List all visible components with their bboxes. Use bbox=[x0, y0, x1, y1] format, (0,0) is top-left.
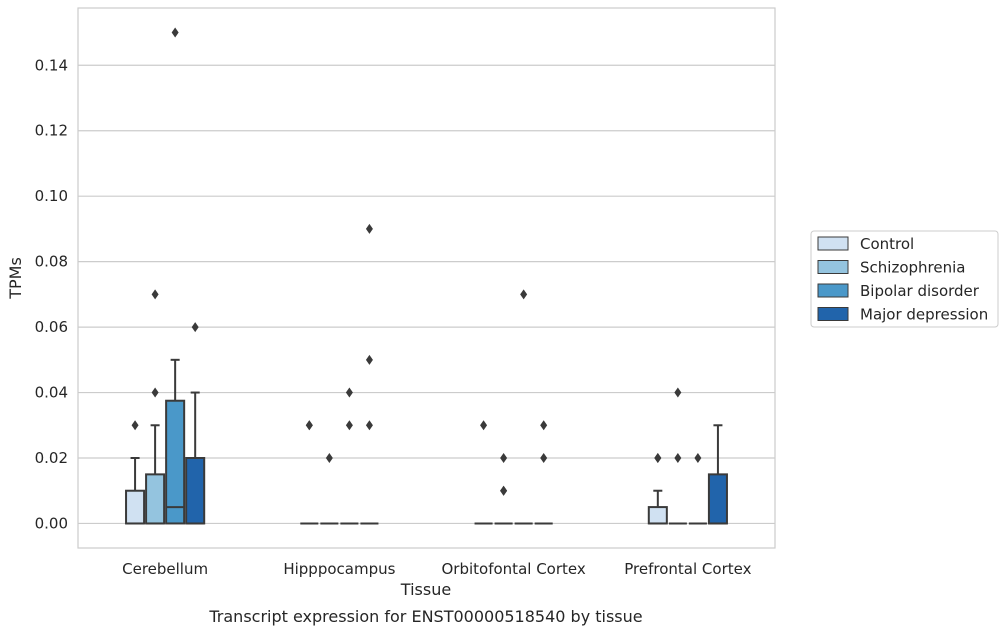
legend-label: Schizophrenia bbox=[860, 259, 965, 277]
legend-label: Major depression bbox=[860, 306, 988, 324]
outlier-point bbox=[540, 420, 548, 431]
x-axis-label: Tissue bbox=[400, 580, 451, 599]
box-schizophrenia bbox=[668, 387, 687, 525]
y-tick-label: 0.04 bbox=[35, 384, 68, 402]
outlier-point bbox=[654, 453, 662, 463]
y-tick-label: 0.06 bbox=[35, 318, 68, 336]
outlier-point bbox=[365, 420, 373, 431]
legend-swatch bbox=[817, 260, 849, 274]
x-tick-labels: Cerebellum Hipppocampus Orbitofontal Corte… bbox=[122, 560, 751, 578]
outlier-point bbox=[305, 420, 313, 431]
legend-frame bbox=[810, 230, 999, 328]
outlier-point bbox=[674, 453, 682, 463]
box-major-depression bbox=[360, 223, 379, 525]
box-control bbox=[300, 420, 319, 525]
outlier-point bbox=[365, 223, 373, 234]
x-tick-label: Prefrontal Cortex bbox=[624, 560, 751, 578]
box-bipolar-disorder bbox=[688, 453, 707, 525]
y-tick-label: 0.14 bbox=[35, 56, 68, 74]
box-schizophrenia bbox=[494, 453, 513, 525]
box-body bbox=[145, 473, 166, 525]
outlier-point bbox=[325, 453, 333, 463]
outlier-point bbox=[131, 420, 139, 431]
outlier-point bbox=[345, 420, 353, 431]
outlier-point bbox=[694, 453, 702, 463]
outlier-point bbox=[500, 453, 508, 463]
box-body bbox=[165, 399, 186, 525]
y-axis-label: TPMs bbox=[6, 257, 25, 300]
box-major-depression bbox=[185, 322, 206, 525]
outlier-point bbox=[191, 322, 199, 333]
plot-frame bbox=[77, 7, 776, 549]
box-body bbox=[125, 489, 146, 525]
outlier-point bbox=[674, 387, 682, 398]
chart-title: Transcript expression for ENST0000051854… bbox=[208, 607, 642, 626]
outlier-point bbox=[520, 289, 528, 300]
box-major-depression bbox=[707, 424, 728, 525]
legend-label: Bipolar disorder bbox=[860, 282, 980, 300]
legend-label: Control bbox=[860, 235, 914, 253]
box-control bbox=[647, 453, 668, 525]
outlier-point bbox=[540, 453, 548, 463]
box-major-depression bbox=[534, 420, 553, 525]
y-tick-labels: 0.00 0.02 0.04 0.06 0.08 0.10 0.12 0.14 bbox=[35, 56, 68, 532]
y-tick-label: 0.02 bbox=[35, 449, 68, 467]
legend: Control Schizophrenia Bipolar disorder Majo… bbox=[810, 230, 999, 328]
legend-swatch bbox=[817, 307, 849, 321]
box-plots bbox=[125, 27, 728, 525]
outlier-point bbox=[151, 387, 159, 398]
legend-swatch bbox=[817, 236, 849, 251]
outlier-point bbox=[500, 485, 508, 496]
box-body bbox=[185, 457, 206, 525]
box-body bbox=[707, 473, 728, 525]
box-bipolar-disorder bbox=[165, 27, 186, 525]
y-tick-label: 0.08 bbox=[35, 253, 68, 271]
box-body bbox=[647, 506, 668, 525]
outlier-point bbox=[365, 354, 373, 365]
box-bipolar-disorder bbox=[340, 387, 359, 525]
x-tick-label: Cerebellum bbox=[122, 560, 208, 578]
y-tick-label: 0.00 bbox=[35, 514, 68, 532]
y-tick-label: 0.12 bbox=[35, 122, 68, 140]
outlier-point bbox=[345, 387, 353, 398]
outlier-point bbox=[171, 27, 179, 38]
x-tick-label: Orbitofontal Cortex bbox=[442, 560, 586, 578]
box-schizophrenia bbox=[320, 453, 339, 525]
legend-swatch bbox=[817, 283, 849, 298]
box-control bbox=[474, 420, 493, 525]
box-schizophrenia bbox=[145, 289, 166, 525]
box-bipolar-disorder bbox=[514, 289, 533, 525]
outlier-point bbox=[151, 289, 159, 300]
y-tick-label: 0.10 bbox=[35, 187, 68, 205]
outlier-point bbox=[480, 420, 488, 431]
x-tick-label: Hipppocampus bbox=[283, 560, 395, 578]
box-control bbox=[125, 420, 146, 525]
